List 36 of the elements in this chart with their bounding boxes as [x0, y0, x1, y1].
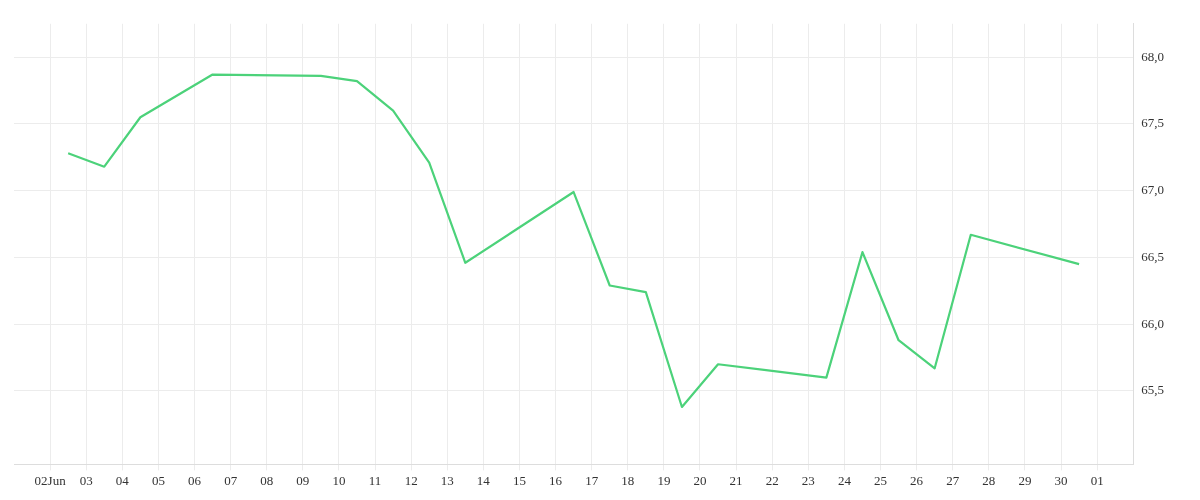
x-tick-label: 09: [296, 472, 310, 488]
x-tick-label: 02Jun: [34, 472, 67, 488]
x-tick-label: 08: [260, 472, 274, 488]
x-tick-label: 07: [224, 472, 238, 488]
x-tick-label: 29: [1018, 472, 1032, 488]
x-tick-label: 15: [512, 472, 526, 488]
x-tick-label: 25: [874, 472, 888, 488]
x-tick-label: 18: [621, 472, 635, 488]
x-tick-label: 30: [1054, 472, 1068, 488]
x-tick-label: 06: [188, 472, 202, 488]
y-tick-label: 67,0: [1141, 182, 1164, 198]
x-tick-label: 03: [79, 472, 93, 488]
y-tick-label: 68,0: [1141, 48, 1164, 64]
x-tick-label: 17: [585, 472, 599, 488]
x-tick-label: 13: [440, 472, 454, 488]
x-tick-label: 11: [368, 472, 382, 488]
x-tick-label: 26: [910, 472, 924, 488]
x-tick-label: 23: [801, 472, 815, 488]
x-tick-label: 12: [404, 472, 418, 488]
y-tick-label: 67,5: [1141, 115, 1164, 131]
y-tick-label: 65,5: [1141, 382, 1164, 398]
x-tick-label: 19: [657, 472, 671, 488]
x-tick-label: 04: [115, 472, 130, 488]
x-tick-label: 20: [693, 472, 707, 488]
x-tick-label: 16: [549, 472, 563, 488]
x-tick-label: 28: [982, 472, 996, 488]
x-tick-label: 14: [476, 472, 491, 488]
x-tick-label: 01: [1090, 472, 1104, 488]
x-tick-label: 27: [946, 472, 960, 488]
y-tick-label: 66,0: [1141, 315, 1164, 331]
x-tick-label: 24: [837, 472, 852, 488]
x-tick-label: 05: [151, 472, 165, 488]
x-tick-label: 22: [765, 472, 779, 488]
x-tick-label: 10: [332, 472, 346, 488]
x-tick-label: 21: [729, 472, 743, 488]
y-tick-label: 66,5: [1141, 248, 1164, 264]
